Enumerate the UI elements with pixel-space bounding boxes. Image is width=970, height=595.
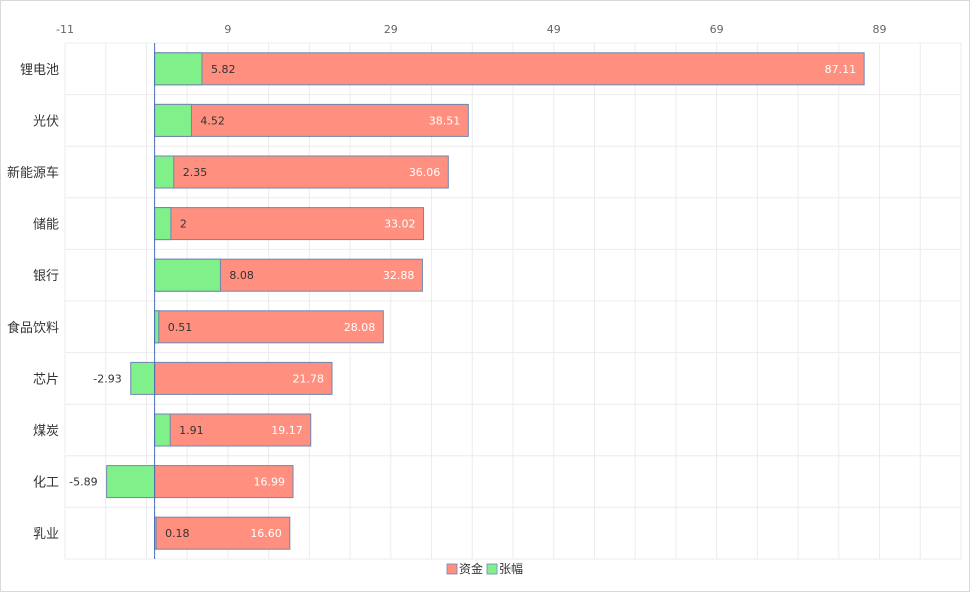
bar-change [154, 155, 175, 189]
x-tick-label: 29 [384, 23, 398, 36]
x-tick-label: 89 [873, 23, 887, 36]
bar-fund [154, 103, 469, 137]
bar-change [154, 310, 160, 344]
data-label-change: 5.82 [211, 63, 236, 76]
category-label: 光伏 [33, 114, 59, 129]
bar-fund [154, 310, 384, 344]
x-tick-label: 49 [547, 23, 561, 36]
bar-fund [154, 207, 425, 241]
data-label-fund: 16.60 [250, 527, 282, 540]
data-label-change: 2.35 [183, 166, 208, 179]
bar-change [154, 207, 172, 241]
bar-fund [154, 361, 333, 395]
bar-fund [154, 52, 865, 86]
bar-change [154, 52, 203, 86]
legend[interactable]: 资金 张幅 [446, 561, 523, 576]
data-label-change: 8.08 [229, 269, 254, 282]
data-label-change: 1.91 [179, 424, 204, 437]
x-tick-label: 69 [710, 23, 724, 36]
legend-label: 资金 [459, 561, 483, 576]
data-label-fund: 16.99 [253, 476, 285, 489]
data-label-fund: 21.78 [293, 372, 325, 385]
bar-change [106, 465, 156, 499]
data-label-change: -5.89 [69, 476, 97, 489]
bar-fund [154, 465, 294, 499]
data-label-change: 2 [180, 218, 187, 231]
data-label-fund: 38.51 [429, 114, 461, 127]
category-label: 化工 [33, 476, 59, 491]
data-label-fund: 19.17 [271, 424, 303, 437]
x-tick-labels: -11 9 29 49 69 89 [56, 23, 887, 36]
bar-change [154, 413, 171, 447]
bar-fund [154, 155, 449, 189]
category-label: 食品饮料 [7, 320, 59, 336]
legend-item[interactable]: 张幅 [486, 561, 523, 576]
data-label-fund: 33.02 [384, 218, 416, 231]
data-label-fund: 32.88 [383, 269, 415, 282]
x-tick-label: -11 [56, 23, 74, 36]
bar-fund [154, 516, 291, 550]
category-label: 乳业 [33, 527, 59, 542]
legend-item[interactable]: 资金 [446, 561, 483, 576]
category-label: 煤炭 [33, 424, 59, 439]
bar-fund [154, 413, 312, 447]
data-label-change: 4.52 [200, 114, 225, 127]
bar-change [154, 103, 192, 137]
legend-swatch [446, 563, 458, 575]
data-label-change: 0.51 [168, 321, 193, 334]
category-label: 储能 [33, 218, 59, 233]
data-label-change: -2.93 [93, 372, 121, 385]
legend-label: 张幅 [499, 561, 523, 576]
category-label: 芯片 [33, 372, 59, 387]
bar-change [154, 258, 221, 292]
x-tick-label: 9 [224, 23, 231, 36]
data-label-change: 0.18 [165, 527, 190, 540]
category-label: 锂电池 [20, 63, 59, 78]
bars [106, 52, 865, 550]
data-label-fund: 36.06 [409, 166, 441, 179]
bar-change [130, 361, 156, 395]
data-labels: 87.11 5.82 38.51 4.52 36.06 2.35 33.02 2 32.88 8.… [69, 63, 856, 540]
data-label-fund: 28.08 [344, 321, 376, 334]
category-label: 银行 [33, 269, 59, 284]
legend-swatch [486, 563, 498, 575]
category-label: 新能源车 [7, 165, 59, 181]
data-label-fund: 87.11 [825, 63, 857, 76]
